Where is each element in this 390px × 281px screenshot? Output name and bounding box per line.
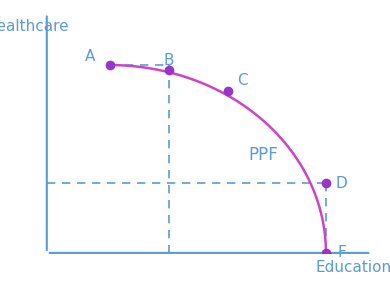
Text: Healthcare: Healthcare bbox=[0, 19, 69, 34]
Text: PPF: PPF bbox=[248, 146, 278, 164]
Text: C: C bbox=[237, 74, 248, 89]
Text: F: F bbox=[337, 245, 346, 260]
Text: B: B bbox=[164, 53, 174, 68]
Text: D: D bbox=[336, 176, 347, 191]
Text: Education: Education bbox=[316, 260, 390, 275]
Text: A: A bbox=[85, 49, 96, 64]
